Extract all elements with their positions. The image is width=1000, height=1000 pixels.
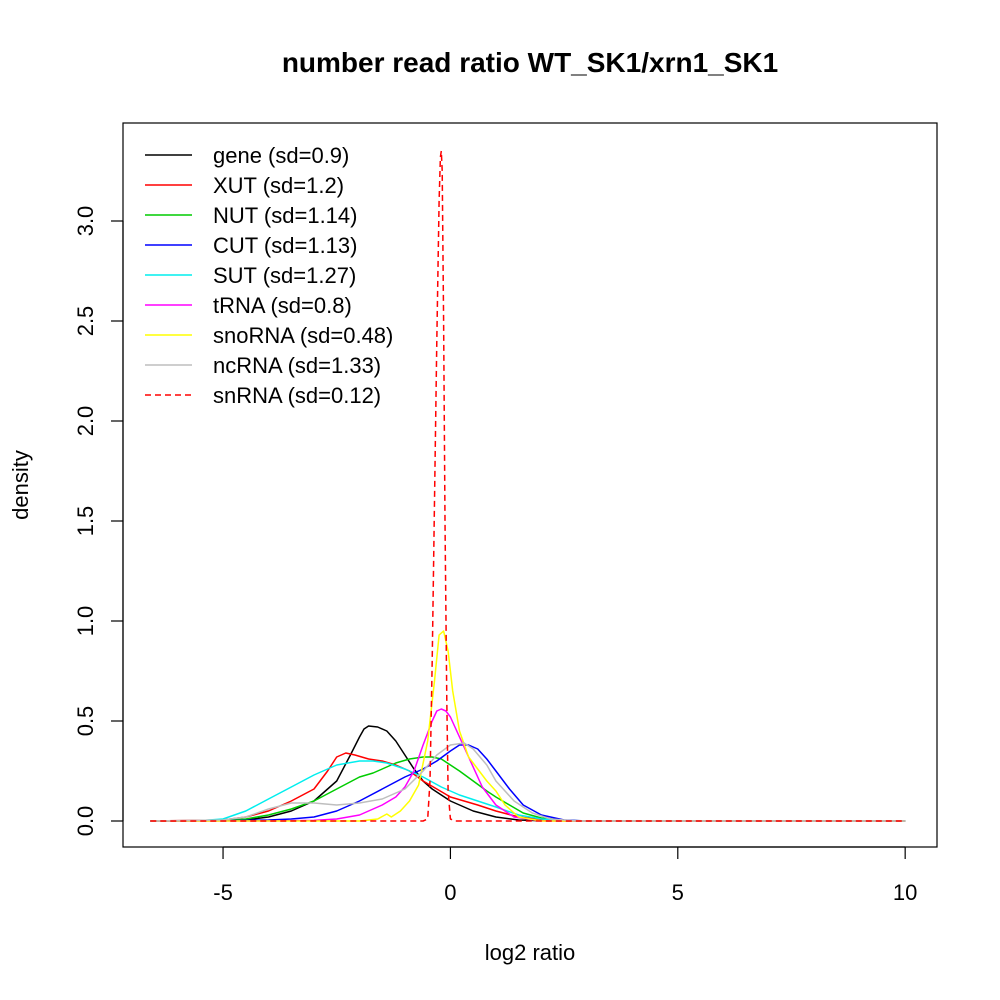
legend-label-snRNA: snRNA (sd=0.12) xyxy=(213,383,381,408)
series-line-NUT xyxy=(150,756,906,822)
y-axis-label: density xyxy=(8,450,33,520)
legend-label-CUT: CUT (sd=1.13) xyxy=(213,233,357,258)
series-line-gene xyxy=(150,725,906,822)
series-line-CUT xyxy=(150,744,906,822)
legend-label-ncRNA: ncRNA (sd=1.33) xyxy=(213,353,381,378)
y-axis: 0.0 0.5 1.0 1.5 2.0 2.5 3.0 xyxy=(73,206,124,837)
y-tick-label: 1.0 xyxy=(73,606,98,637)
x-tick-label: -5 xyxy=(213,880,233,905)
legend: gene (sd=0.9) XUT (sd=1.2) NUT (sd=1.14) CU… xyxy=(145,143,393,408)
y-tick-label: 0.0 xyxy=(73,806,98,837)
legend-label-tRNA: tRNA (sd=0.8) xyxy=(213,293,352,318)
series-line-tRNA xyxy=(150,708,906,822)
legend-label-NUT: NUT (sd=1.14) xyxy=(213,203,357,228)
legend-label-gene: gene (sd=0.9) xyxy=(213,143,349,168)
legend-label-snoRNA: snoRNA (sd=0.48) xyxy=(213,323,393,348)
y-tick-label: 3.0 xyxy=(73,206,98,237)
chart-title: number read ratio WT_SK1/xrn1_SK1 xyxy=(282,47,778,78)
x-tick-label: 10 xyxy=(893,880,917,905)
legend-label-SUT: SUT (sd=1.27) xyxy=(213,263,356,288)
x-axis: -5 0 5 10 xyxy=(213,846,917,905)
x-axis-label: log2 ratio xyxy=(485,940,576,965)
series-line-snRNA xyxy=(150,150,906,822)
y-tick-label: 2.5 xyxy=(73,306,98,337)
series-line-snoRNA xyxy=(150,630,906,822)
y-tick-label: 1.5 xyxy=(73,506,98,537)
series-line-SUT xyxy=(150,760,906,822)
x-tick-label: 0 xyxy=(444,880,456,905)
legend-label-XUT: XUT (sd=1.2) xyxy=(213,173,344,198)
series-layer xyxy=(150,150,906,822)
y-tick-label: 0.5 xyxy=(73,706,98,737)
y-tick-label: 2.0 xyxy=(73,406,98,437)
x-tick-label: 5 xyxy=(672,880,684,905)
